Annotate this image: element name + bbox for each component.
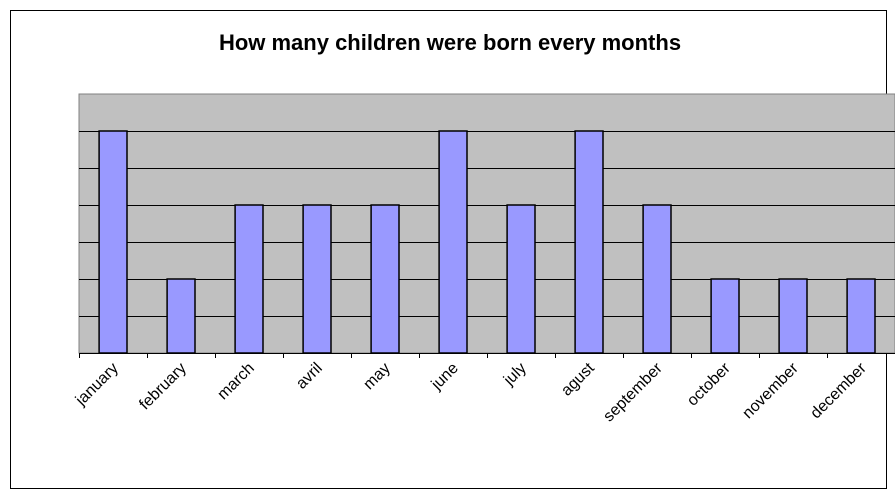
x-tick-label: december [807,359,870,422]
x-tick-label: february [136,360,190,414]
x-tick-label: agust [558,359,598,399]
gridlines [79,131,895,317]
bar-january [98,130,128,354]
x-tick-label: march [214,360,257,403]
bar-agust [574,130,604,354]
bar-november [778,278,808,354]
x-tick-label: january [72,360,122,410]
x-tick-label: october [684,359,734,409]
bar-may [370,204,400,354]
bars [98,130,876,354]
chart-title: How many children were born every months [219,30,681,55]
x-axis [79,353,895,358]
bar-avril [302,204,332,354]
bar-june [438,130,468,354]
bar-september [642,204,672,354]
x-tick-label: june [428,360,462,394]
x-tick-label: avril [293,360,326,393]
bar-october [710,278,740,354]
x-tick-label: may [360,360,393,393]
bar-july [506,204,536,354]
x-tick-label: september [600,359,666,425]
x-tick-labels: january february march avril may june july agus… [72,359,870,425]
x-tick-label: november [739,359,802,422]
bar-march [234,204,264,354]
bar-february [166,278,196,354]
plot-area [78,93,895,354]
x-tick-label: july [500,360,530,390]
bar-december [846,278,876,354]
